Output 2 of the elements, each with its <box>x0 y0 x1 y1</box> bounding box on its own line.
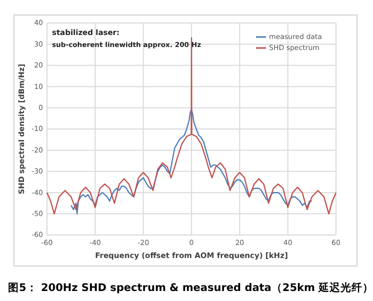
caption: 图5： 200Hz SHD spectrum & measured data（25km 延迟光纤） <box>8 281 373 294</box>
line-series <box>70 109 313 214</box>
